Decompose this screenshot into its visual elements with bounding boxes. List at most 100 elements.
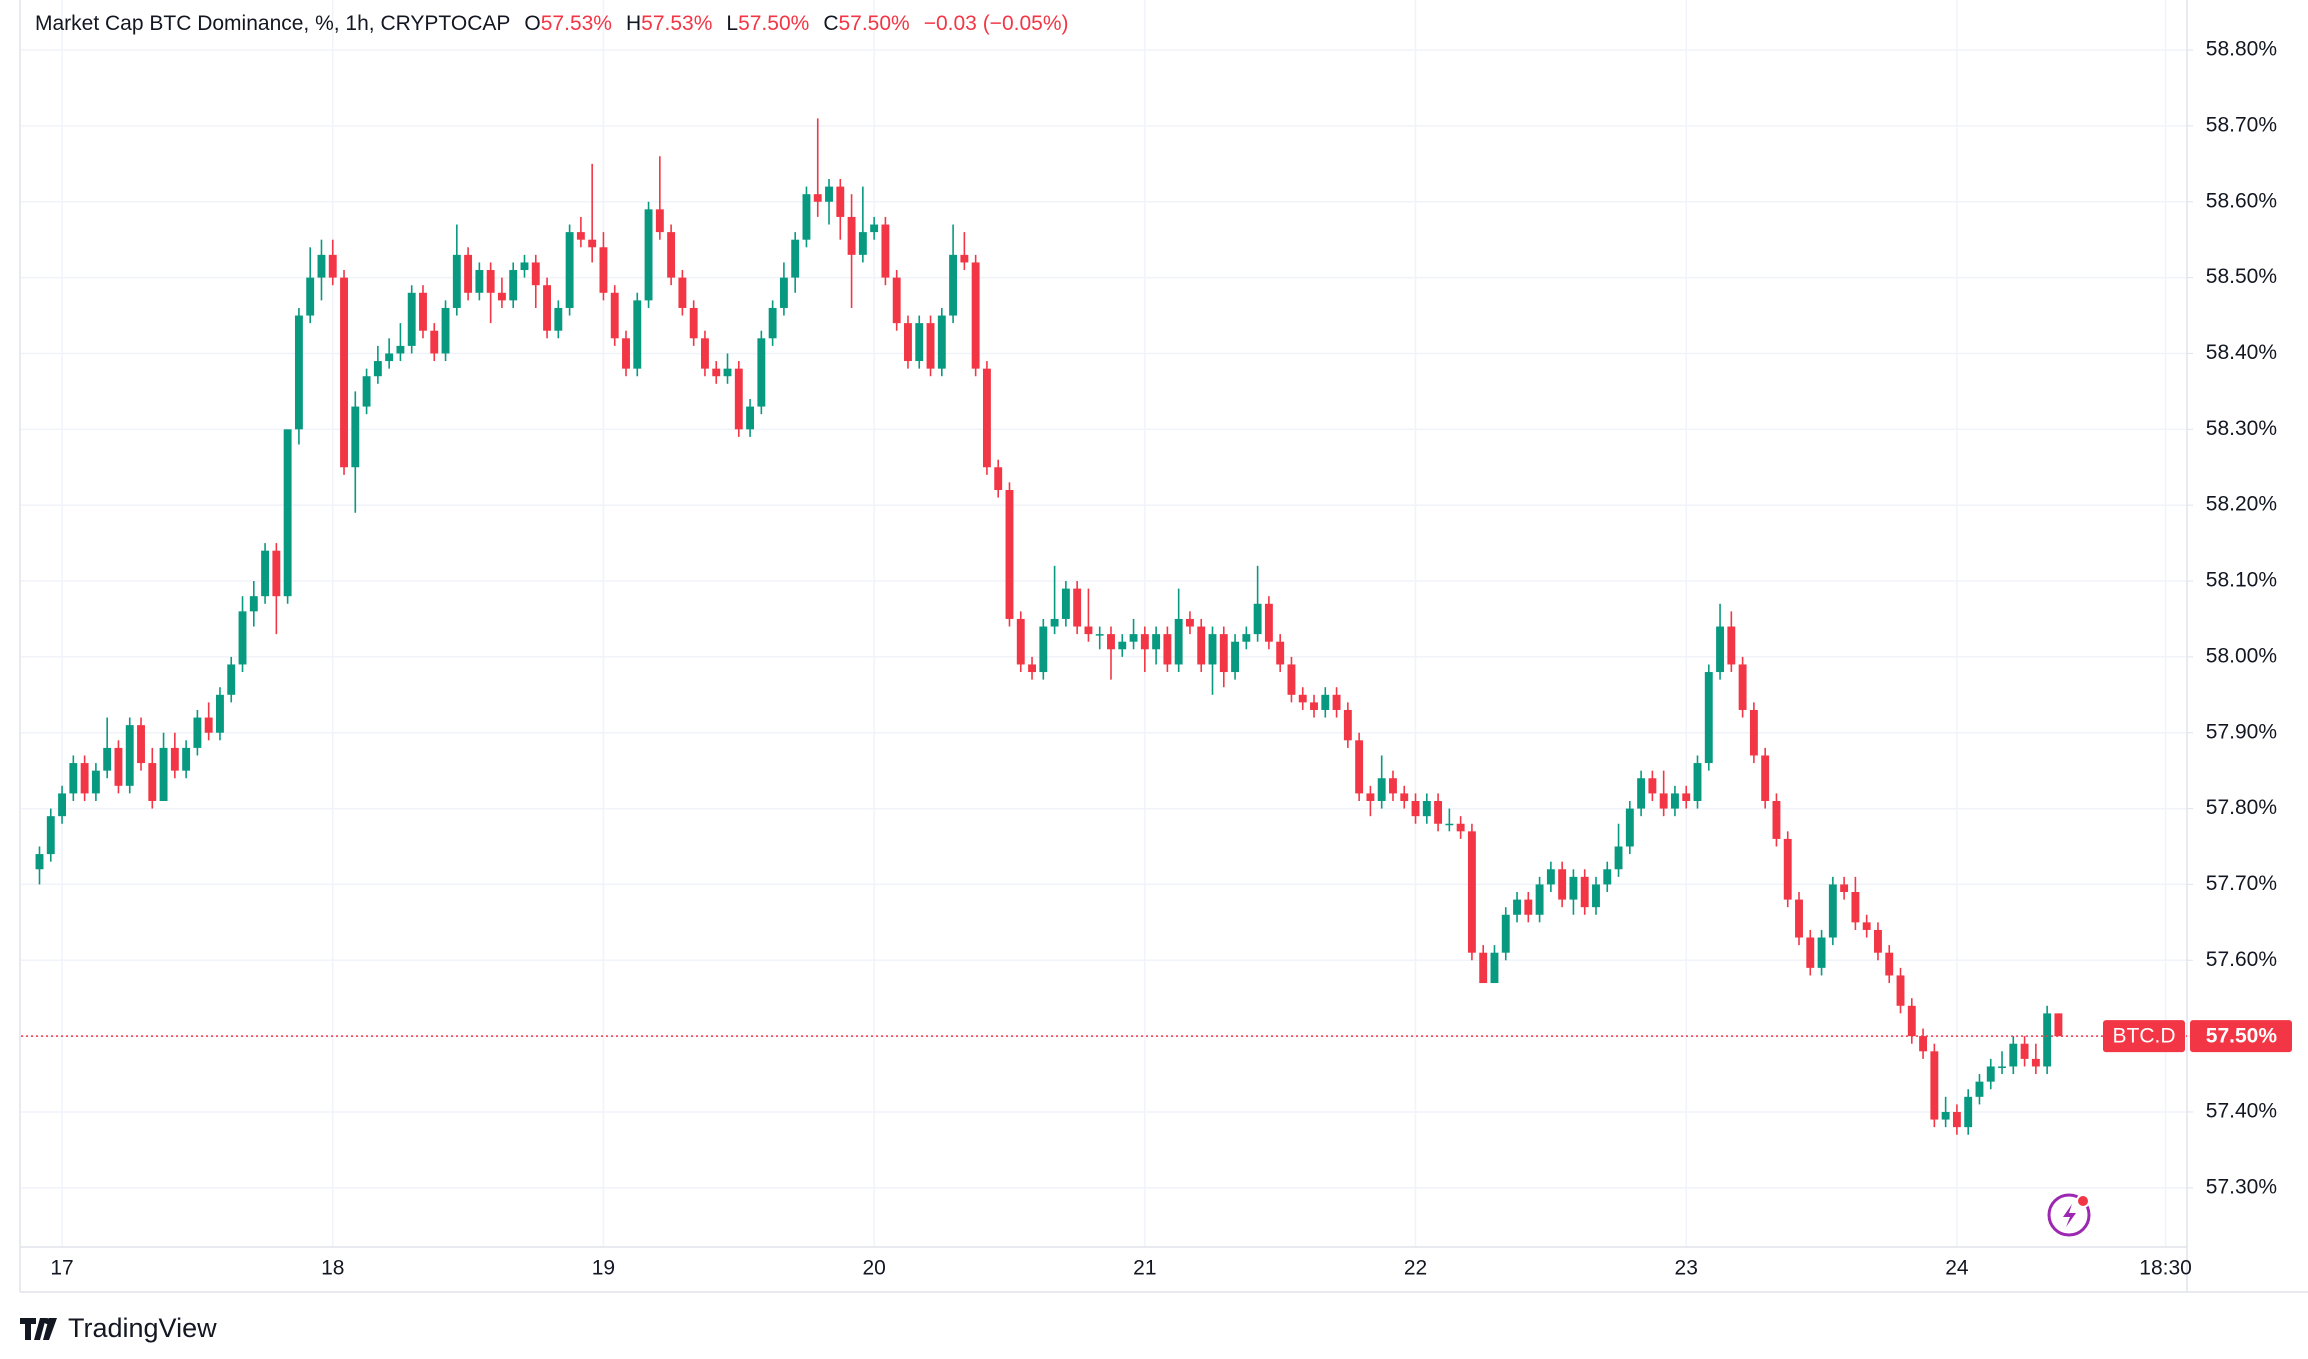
candle-body bbox=[667, 232, 676, 278]
ohlc-key: O bbox=[524, 12, 541, 35]
y-tick-label: 57.90% bbox=[2206, 720, 2277, 743]
candle-body bbox=[836, 186, 845, 217]
candle-body bbox=[1050, 618, 1059, 627]
x-tick-label: 20 bbox=[862, 1257, 885, 1280]
y-tick-label: 58.10% bbox=[2206, 569, 2277, 592]
candle-body bbox=[915, 323, 924, 362]
candle-body bbox=[1648, 778, 1657, 794]
candle-body bbox=[1569, 876, 1578, 900]
candle-body bbox=[1817, 937, 1826, 968]
candle-body bbox=[543, 285, 551, 331]
candle-body bbox=[1219, 634, 1228, 673]
candle-body bbox=[1084, 626, 1093, 635]
candle-body bbox=[1490, 952, 1499, 984]
candle-body bbox=[1558, 869, 1567, 900]
candle-body bbox=[926, 323, 935, 369]
candle-body bbox=[610, 292, 619, 339]
candle-body bbox=[1355, 740, 1364, 794]
candle-body bbox=[599, 247, 608, 293]
candle-body bbox=[520, 262, 529, 271]
candle-body bbox=[1140, 634, 1149, 650]
candle-body bbox=[137, 725, 145, 764]
candle-body bbox=[689, 307, 698, 339]
candle-body bbox=[1761, 755, 1770, 801]
candle-body bbox=[1952, 1111, 1961, 1128]
candle-body bbox=[1298, 694, 1307, 703]
candle-body bbox=[475, 270, 484, 293]
candle-body bbox=[340, 277, 348, 468]
candle-body bbox=[1749, 709, 1758, 756]
candle-body bbox=[1332, 694, 1341, 710]
x-tick-label: 17 bbox=[50, 1257, 73, 1280]
x-tick-label: 18 bbox=[321, 1257, 344, 1280]
candle-body bbox=[35, 854, 44, 870]
candle-body bbox=[1287, 664, 1296, 695]
candle-body bbox=[1231, 641, 1240, 673]
candle-body bbox=[633, 300, 642, 369]
candle-body bbox=[441, 307, 450, 354]
candle-body bbox=[1828, 884, 1837, 938]
candle-body bbox=[1693, 763, 1702, 801]
candle-body bbox=[2054, 1013, 2063, 1037]
candle-body bbox=[1986, 1066, 1995, 1082]
candle-body bbox=[1840, 884, 1849, 893]
alert-icon[interactable] bbox=[2047, 1193, 2091, 1237]
y-tick-label: 58.80% bbox=[2206, 38, 2277, 61]
candle-body bbox=[80, 763, 89, 794]
candle-body bbox=[1603, 869, 1612, 885]
candle-body bbox=[1321, 694, 1330, 710]
price-tag-bg bbox=[2190, 1020, 2292, 1053]
candle-body bbox=[1941, 1111, 1950, 1120]
price-change: −0.03 (−0.05%) bbox=[923, 12, 1069, 35]
y-tick-label: 57.40% bbox=[2206, 1100, 2277, 1123]
candle-body bbox=[294, 315, 303, 430]
candle-body bbox=[1174, 618, 1183, 665]
candle-body bbox=[1028, 664, 1036, 673]
candle-body bbox=[1118, 641, 1127, 650]
y-tick-label: 57.80% bbox=[2206, 796, 2277, 819]
candle-body bbox=[1129, 634, 1138, 642]
symbol-tag: BTC.D bbox=[2113, 1025, 2176, 1048]
candle-body bbox=[1513, 899, 1521, 915]
candle-body bbox=[1862, 922, 1871, 930]
candle-body bbox=[678, 277, 687, 308]
candle-body bbox=[1907, 1005, 1916, 1037]
candle-body bbox=[1738, 664, 1747, 710]
candle-body bbox=[2020, 1043, 2029, 1059]
candle-body bbox=[1016, 618, 1025, 665]
candle-body bbox=[328, 254, 337, 278]
candle-body bbox=[159, 747, 168, 801]
candle-body bbox=[825, 186, 833, 202]
candle-body bbox=[227, 664, 236, 695]
candle-body bbox=[960, 254, 969, 263]
candle-body bbox=[644, 209, 653, 301]
candle-body bbox=[91, 770, 100, 794]
candle-body bbox=[1501, 914, 1510, 953]
candle-body bbox=[1580, 876, 1589, 908]
candle-body bbox=[1682, 793, 1691, 801]
y-tick-label: 58.60% bbox=[2206, 189, 2277, 212]
ohlc-value: 57.50% bbox=[738, 12, 810, 35]
candle-body bbox=[937, 315, 946, 369]
candle-body bbox=[430, 330, 439, 354]
candle-body bbox=[2031, 1058, 2040, 1067]
candle-body bbox=[1253, 603, 1262, 635]
candle-body bbox=[565, 232, 574, 308]
candle-body bbox=[272, 550, 281, 597]
grid bbox=[21, 0, 2187, 1247]
candle-body bbox=[881, 224, 890, 278]
candle-body bbox=[125, 725, 134, 786]
candle-body bbox=[1434, 800, 1443, 824]
candle-body bbox=[452, 254, 461, 308]
candle-body bbox=[982, 368, 991, 468]
candle-body bbox=[1637, 778, 1646, 809]
candle-body bbox=[261, 550, 270, 597]
candle-body bbox=[791, 239, 800, 278]
candle-body bbox=[69, 763, 78, 794]
candle-body bbox=[1185, 618, 1194, 627]
candle-body bbox=[870, 224, 879, 233]
candle-body bbox=[464, 254, 473, 293]
candle-body bbox=[1795, 899, 1803, 938]
